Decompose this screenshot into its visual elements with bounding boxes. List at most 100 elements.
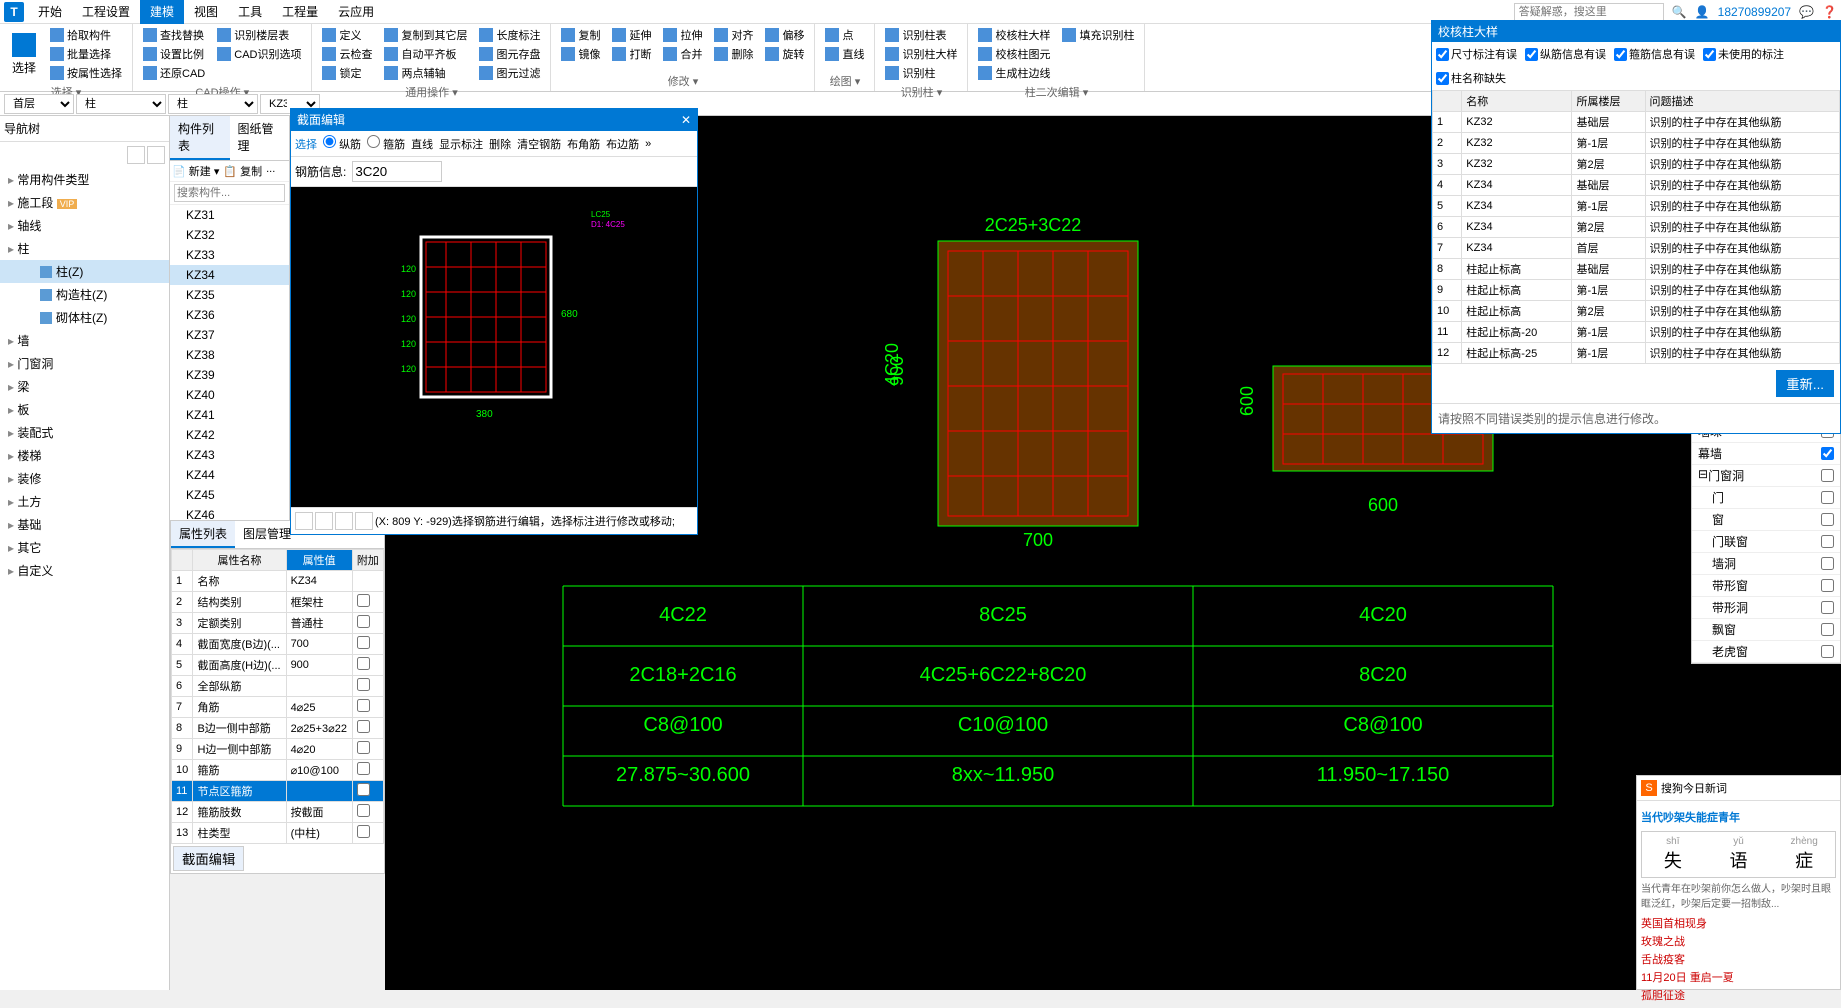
- radio-stirrup[interactable]: 箍筋: [367, 135, 405, 152]
- dialog-canvas[interactable]: 120 120 120 120 120 680 380 LC25 D1: 4C2…: [291, 187, 697, 507]
- ribbon-button[interactable]: 拾取构件: [46, 26, 126, 44]
- radio-longitudinal[interactable]: 纵筋: [323, 135, 361, 152]
- ribbon-group-label[interactable]: 修改 ▾: [557, 71, 808, 89]
- view-icon[interactable]: [147, 146, 165, 164]
- menu-tab[interactable]: 工程量: [272, 0, 328, 24]
- user-id[interactable]: 18270899207: [1718, 5, 1791, 19]
- ribbon-button[interactable]: 定义: [318, 26, 376, 44]
- check-row[interactable]: 8柱起止标高基础层识别的柱子中存在其他纵筋: [1433, 259, 1840, 280]
- ribbon-button[interactable]: 合并: [659, 45, 706, 63]
- prop-row[interactable]: 6全部纵筋: [172, 676, 384, 697]
- member-item[interactable]: KZ36: [170, 305, 289, 325]
- menu-tab[interactable]: 开始: [28, 0, 72, 24]
- edge-tool[interactable]: 布边筋: [606, 136, 639, 152]
- right-list-item[interactable]: 墙洞: [1692, 553, 1840, 575]
- check-filter[interactable]: 柱名称缺失: [1436, 70, 1506, 86]
- ribbon-button[interactable]: 对齐: [710, 26, 757, 44]
- tree-item[interactable]: ▸ 门窗洞: [0, 352, 169, 375]
- prop-row[interactable]: 13柱类型(中柱): [172, 823, 384, 844]
- member-item[interactable]: KZ44: [170, 465, 289, 485]
- ribbon-button[interactable]: 旋转: [761, 45, 808, 63]
- ribbon-group-label[interactable]: 通用操作 ▾: [318, 82, 544, 100]
- tree-item[interactable]: ▸ 常用构件类型: [0, 168, 169, 191]
- ribbon-button[interactable]: 自动平齐板: [380, 45, 471, 63]
- menu-tab[interactable]: 云应用: [328, 0, 384, 24]
- prop-row[interactable]: 12箍筋肢数按截面: [172, 802, 384, 823]
- news-link[interactable]: 11月20日 重启一夏: [1641, 968, 1836, 986]
- tree-item[interactable]: ▸ 梁: [0, 375, 169, 398]
- floor-select[interactable]: 首层: [4, 94, 74, 114]
- tree-item[interactable]: ▸ 轴线: [0, 214, 169, 237]
- ribbon-button[interactable]: 长度标注: [475, 26, 544, 44]
- tree-item[interactable]: ▸ 楼梯: [0, 444, 169, 467]
- tree-item[interactable]: ▸ 基础: [0, 513, 169, 536]
- right-list-item[interactable]: ⊟ 门窗洞: [1692, 465, 1840, 487]
- prop-row[interactable]: 3定额类别普通柱: [172, 613, 384, 634]
- ribbon-button[interactable]: 镜像: [557, 45, 604, 63]
- news-link[interactable]: 舌战疫客: [1641, 950, 1836, 968]
- line-tool[interactable]: 直线: [411, 136, 433, 152]
- ribbon-button[interactable]: 直线: [821, 45, 868, 63]
- ribbon-button[interactable]: 识别柱大样: [881, 45, 961, 63]
- member-item[interactable]: KZ32: [170, 225, 289, 245]
- new-button[interactable]: 📄 新建 ▾: [172, 163, 219, 179]
- check-filter[interactable]: 纵筋信息有误: [1525, 46, 1606, 62]
- menu-tab[interactable]: 工程设置: [72, 0, 140, 24]
- ribbon-button[interactable]: 延伸: [608, 26, 655, 44]
- right-list-item[interactable]: 飘窗: [1692, 619, 1840, 641]
- ribbon-button[interactable]: 点: [821, 26, 868, 44]
- tree-item[interactable]: ▸ 墙: [0, 329, 169, 352]
- right-list-item[interactable]: 幕墙: [1692, 443, 1840, 465]
- delete-tool[interactable]: 删除: [489, 136, 511, 152]
- tree-item[interactable]: ▸ 柱: [0, 237, 169, 260]
- ribbon-button[interactable]: 打断: [608, 45, 655, 63]
- check-row[interactable]: 5KZ34第-1层识别的柱子中存在其他纵筋: [1433, 196, 1840, 217]
- list-icon[interactable]: [127, 146, 145, 164]
- ribbon-button[interactable]: 按属性选择: [46, 64, 126, 82]
- tree-item[interactable]: ▸ 板: [0, 398, 169, 421]
- ribbon-button[interactable]: 锁定: [318, 64, 376, 82]
- ribbon-button[interactable]: 图元存盘: [475, 45, 544, 63]
- ribbon-big-button[interactable]: 选择: [6, 26, 42, 82]
- member-item[interactable]: KZ37: [170, 325, 289, 345]
- right-list-item[interactable]: 门: [1692, 487, 1840, 509]
- recheck-button[interactable]: 重新...: [1776, 370, 1834, 397]
- mode-btn[interactable]: [295, 512, 313, 530]
- rebar-input[interactable]: [352, 161, 442, 182]
- member-item[interactable]: KZ39: [170, 365, 289, 385]
- prop-row[interactable]: 4截面宽度(B边)(...700: [172, 634, 384, 655]
- ribbon-button[interactable]: 图元过滤: [475, 64, 544, 82]
- ribbon-button[interactable]: 删除: [710, 45, 757, 63]
- ribbon-button[interactable]: 识别楼层表: [213, 26, 305, 44]
- mode-btn[interactable]: [335, 512, 353, 530]
- tree-item[interactable]: 柱(Z): [0, 260, 169, 283]
- user-icon[interactable]: 👤: [1695, 5, 1710, 19]
- right-list-item[interactable]: 带形洞: [1692, 597, 1840, 619]
- prop-row[interactable]: 11节点区箍筋: [172, 781, 384, 802]
- section-edit-button[interactable]: 截面编辑: [173, 846, 244, 871]
- tree-item[interactable]: 砌体柱(Z): [0, 306, 169, 329]
- right-list-item[interactable]: 带形窗: [1692, 575, 1840, 597]
- member-search-input[interactable]: [174, 184, 285, 202]
- search-input[interactable]: [1514, 3, 1664, 21]
- select-tool[interactable]: 选择: [295, 136, 317, 152]
- ribbon-button[interactable]: 填充识别柱: [1058, 26, 1138, 44]
- ribbon-button[interactable]: 校核柱图元: [974, 45, 1054, 63]
- prop-row[interactable]: 2结构类别框架柱: [172, 592, 384, 613]
- check-row[interactable]: 7KZ34首层识别的柱子中存在其他纵筋: [1433, 238, 1840, 259]
- chat-icon[interactable]: 💬: [1799, 5, 1814, 19]
- ribbon-button[interactable]: 设置比例: [139, 45, 209, 63]
- news-link[interactable]: 孤胆征途: [1641, 986, 1836, 1004]
- member-item[interactable]: KZ40: [170, 385, 289, 405]
- copy-button[interactable]: 📋 复制: [223, 163, 262, 179]
- member-item[interactable]: KZ41: [170, 405, 289, 425]
- ribbon-group-label[interactable]: 识别柱 ▾: [881, 82, 961, 100]
- dialog-titlebar[interactable]: 截面编辑 ✕: [291, 109, 697, 131]
- search-icon[interactable]: 🔍: [1672, 5, 1687, 19]
- check-filter[interactable]: 箍筋信息有误: [1614, 46, 1695, 62]
- member-item[interactable]: KZ35: [170, 285, 289, 305]
- tree-item[interactable]: ▸ 自定义: [0, 559, 169, 582]
- tree-item[interactable]: ▸ 其它: [0, 536, 169, 559]
- tree-item[interactable]: ▸ 装配式: [0, 421, 169, 444]
- menu-tab[interactable]: 工具: [228, 0, 272, 24]
